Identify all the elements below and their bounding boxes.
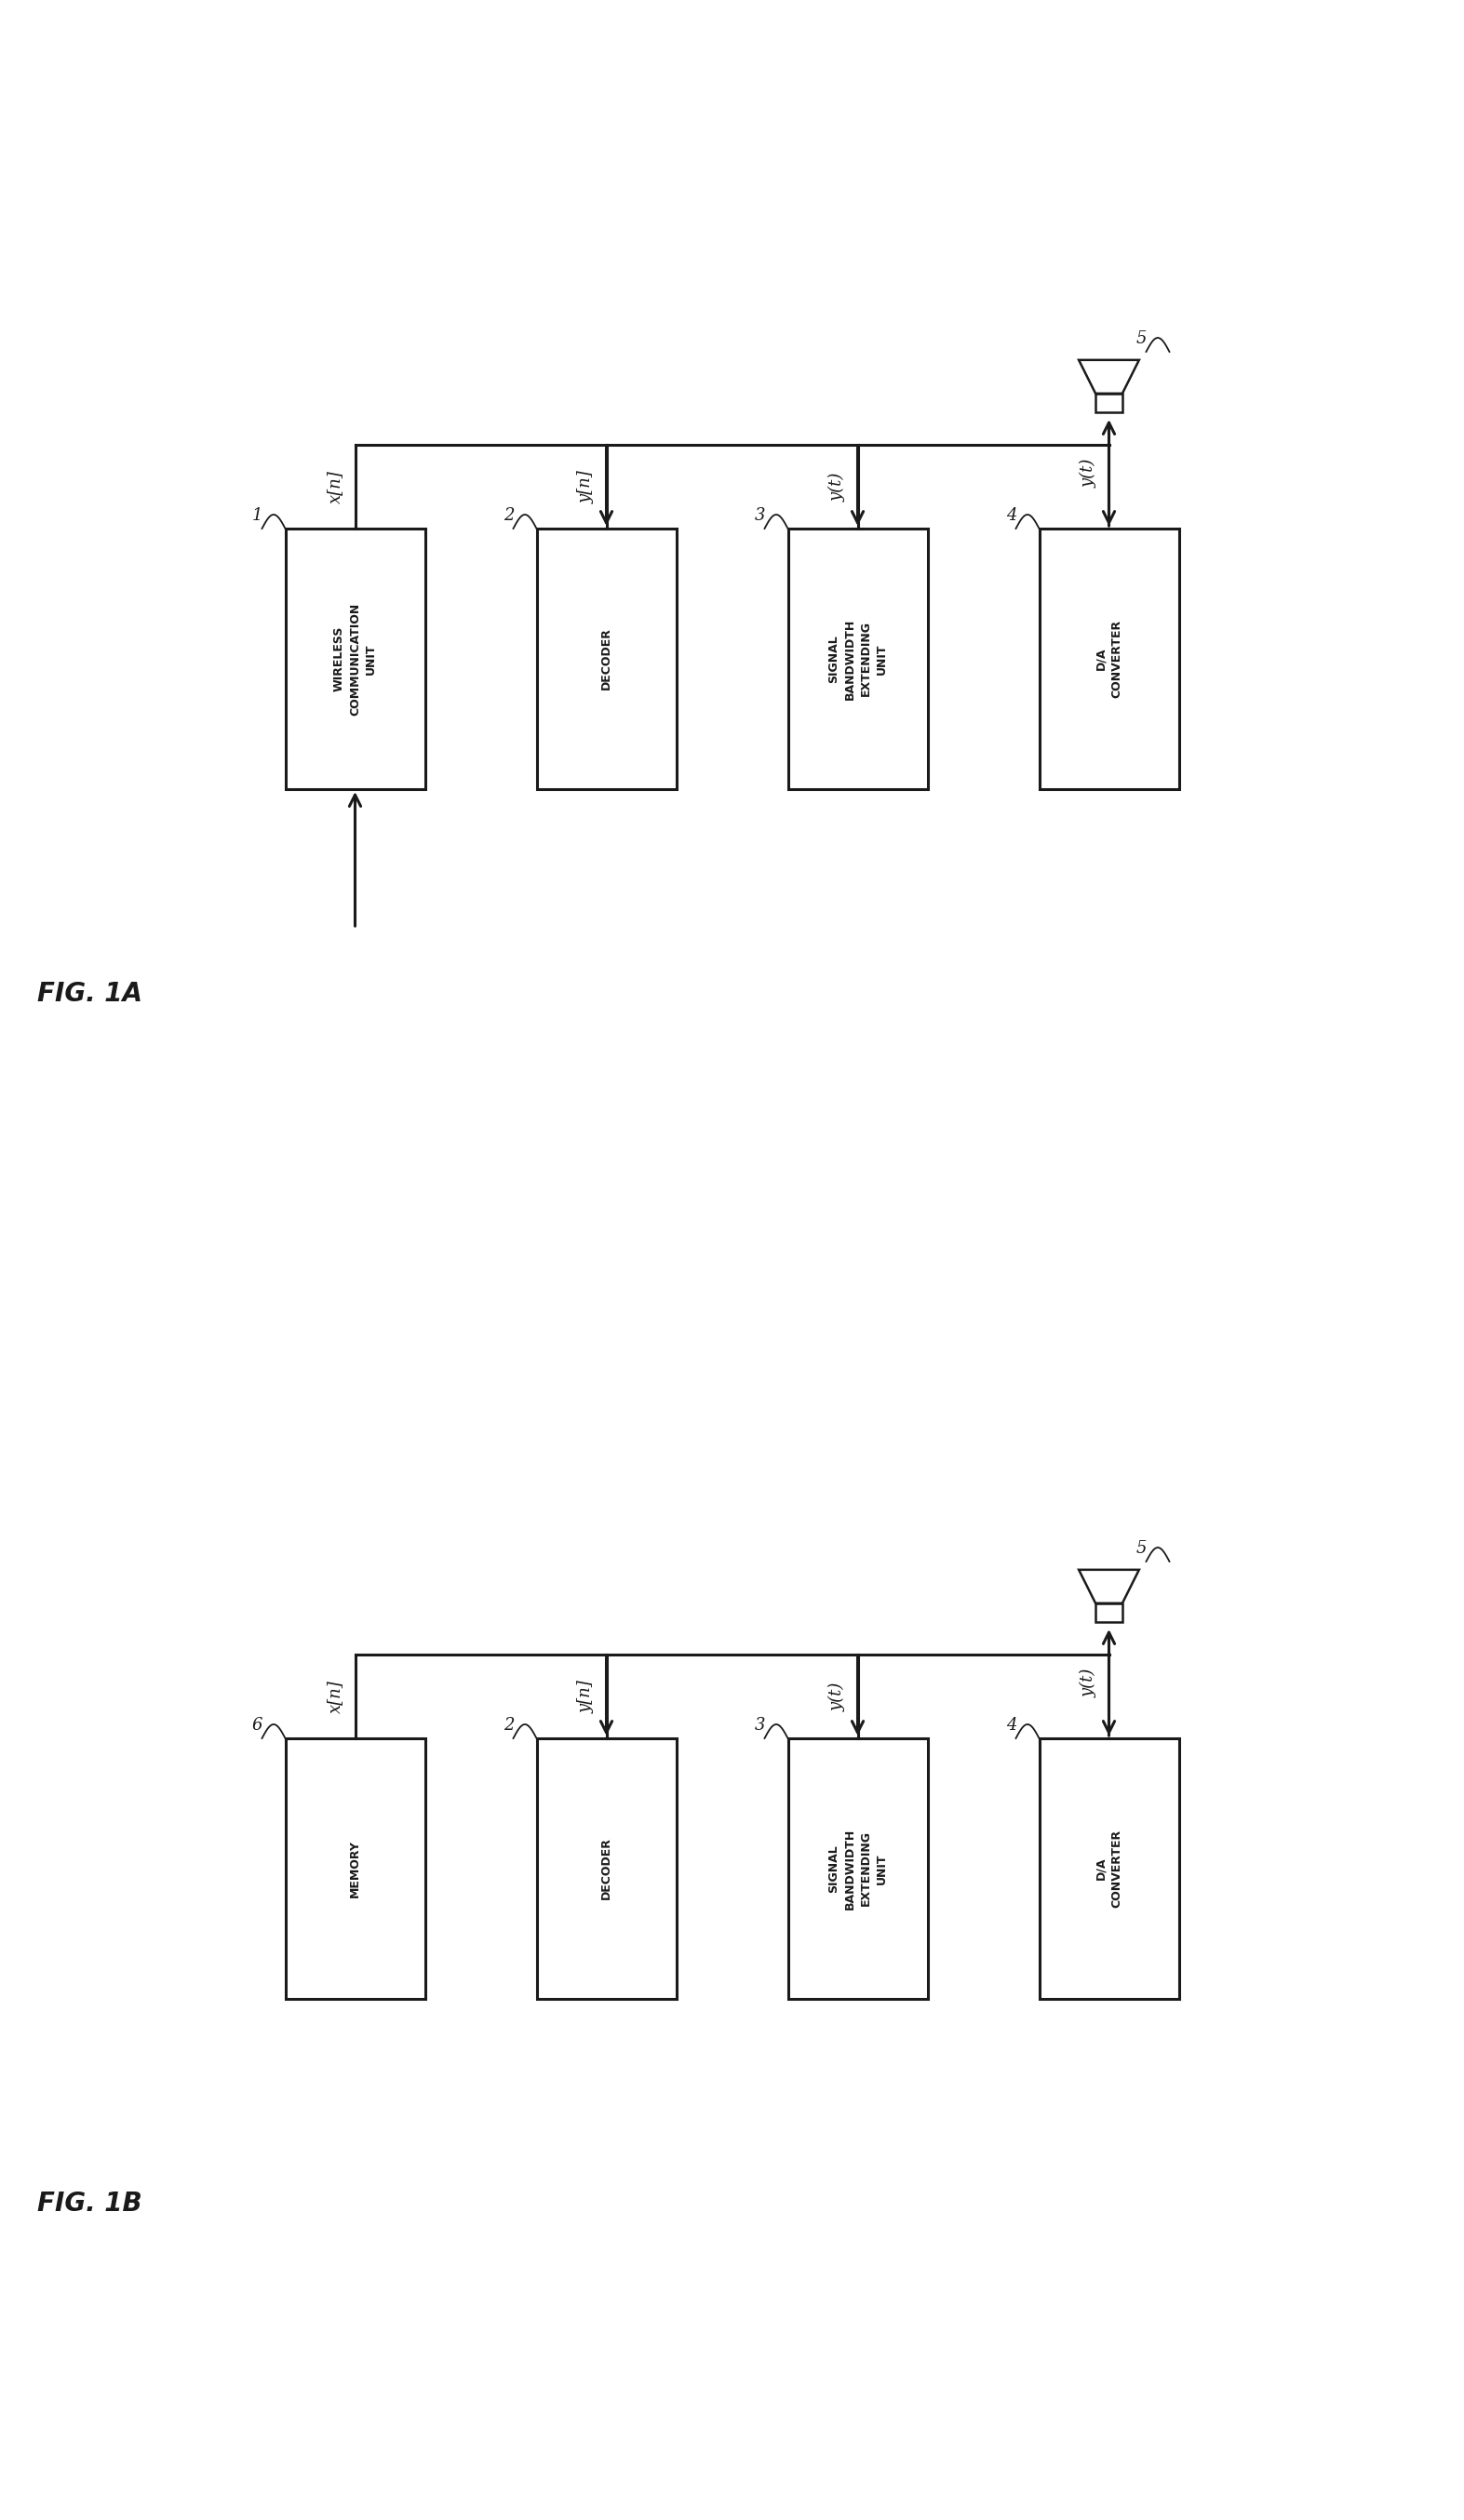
Bar: [1039, 1739, 1179, 1998]
Bar: [1095, 393, 1123, 413]
Text: D/A
CONVERTER: D/A CONVERTER: [1095, 620, 1123, 698]
Text: x[n]: x[n]: [326, 471, 343, 504]
Text: 4: 4: [1006, 1716, 1016, 1734]
Text: y[n]: y[n]: [577, 471, 594, 504]
Text: 6: 6: [252, 1716, 262, 1734]
Text: FIG. 1A: FIG. 1A: [37, 980, 142, 1008]
Bar: [536, 1739, 676, 1998]
Bar: [285, 529, 425, 789]
Bar: [1095, 1603, 1123, 1623]
Text: y(t): y(t): [1080, 459, 1097, 486]
Text: y(t): y(t): [829, 471, 846, 501]
Text: D/A
CONVERTER: D/A CONVERTER: [1095, 1830, 1123, 1908]
Bar: [285, 1739, 425, 1998]
Text: 5: 5: [1136, 330, 1146, 348]
Text: DECODER: DECODER: [600, 627, 612, 690]
Text: 1: 1: [252, 507, 262, 524]
Text: FIG. 1B: FIG. 1B: [37, 2190, 142, 2218]
Text: WIRELESS
COMMUNICATION
UNIT: WIRELESS COMMUNICATION UNIT: [334, 602, 376, 716]
Text: y[n]: y[n]: [577, 1681, 594, 1714]
Text: MEMORY: MEMORY: [348, 1840, 362, 1898]
Bar: [788, 529, 928, 789]
Text: x[n]: x[n]: [326, 1681, 343, 1714]
Text: 2: 2: [504, 507, 514, 524]
Text: y(t): y(t): [829, 1681, 846, 1711]
Text: y(t): y(t): [1080, 1668, 1097, 1696]
Text: SIGNAL
BANDWIDTH
EXTENDING
UNIT: SIGNAL BANDWIDTH EXTENDING UNIT: [827, 617, 887, 701]
Text: 3: 3: [754, 1716, 766, 1734]
Text: DECODER: DECODER: [600, 1837, 612, 1900]
Bar: [536, 529, 676, 789]
Polygon shape: [1079, 360, 1139, 393]
Polygon shape: [1079, 1570, 1139, 1603]
Text: 2: 2: [504, 1716, 514, 1734]
Bar: [1039, 529, 1179, 789]
Bar: [788, 1739, 928, 1998]
Text: 4: 4: [1006, 507, 1016, 524]
Text: 5: 5: [1136, 1540, 1146, 1557]
Text: 3: 3: [754, 507, 766, 524]
Text: SIGNAL
BANDWIDTH
EXTENDING
UNIT: SIGNAL BANDWIDTH EXTENDING UNIT: [827, 1827, 887, 1910]
